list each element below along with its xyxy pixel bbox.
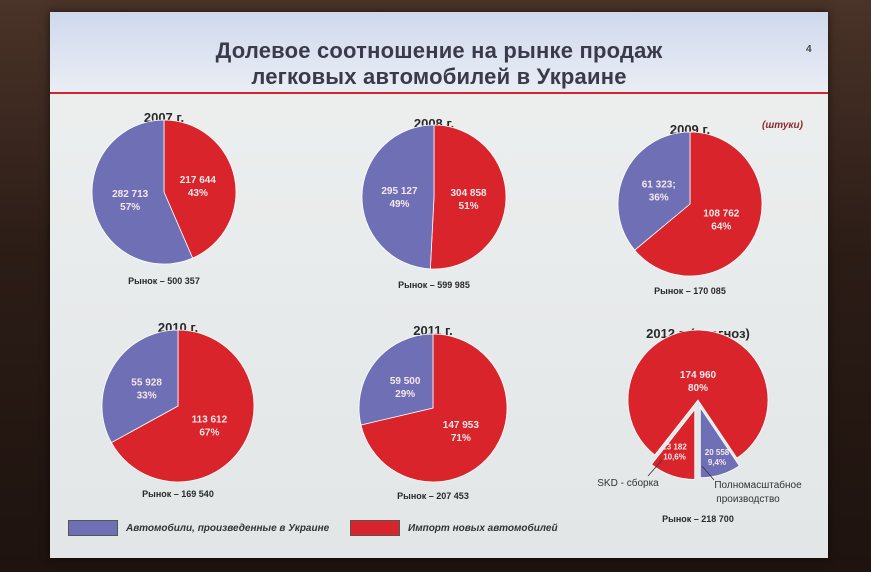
pie-3-label-domestic-value: 55 928 xyxy=(131,377,162,388)
pie-0-slice-domestic xyxy=(91,119,194,265)
legend-item-import: Импорт новых автомобилей xyxy=(350,520,558,536)
pie-0-label-import-value: 217 644 xyxy=(180,175,217,186)
legend-swatch-domestic xyxy=(68,520,118,536)
slide-title-line-2: легковых автомобилей в Украине xyxy=(251,64,627,89)
pie-1-label-domestic-percent: 49% xyxy=(389,199,409,210)
slide-header: Долевое соотношение на рынке продаж легк… xyxy=(50,12,828,92)
pie-2-label-domestic-percent: 36% xyxy=(649,192,669,203)
pie-0-label-domestic-percent: 57% xyxy=(120,202,140,213)
callout-line-skd xyxy=(647,459,663,477)
pie-0-label-import-percent: 43% xyxy=(188,188,208,199)
page-number: 4 xyxy=(806,44,812,55)
legend-label-domestic: Автомобили, произведенные в Украине xyxy=(126,522,330,534)
callout-full-line2: производство xyxy=(716,494,780,505)
pie-5-label-import-percent: 80% xyxy=(688,383,708,394)
pie-4-slice-import xyxy=(360,333,508,483)
pie-4-label-import-value: 147 953 xyxy=(443,420,480,431)
pie-4-label-import-percent: 71% xyxy=(451,433,471,444)
legend-item-domestic: Автомобили, произведенные в Украине xyxy=(68,520,329,536)
pie-0-label-domestic-value: 282 713 xyxy=(112,189,149,200)
pie-5-market-total: Рынок – 218 700 xyxy=(662,514,734,524)
pie-3-label-domestic-percent: 33% xyxy=(137,390,157,401)
pie-1-label-domestic-value: 295 127 xyxy=(381,186,418,197)
slide-title-line-1: Долевое соотношение на рынке продаж xyxy=(215,38,663,63)
pie-5-slice-skd xyxy=(650,408,696,480)
pie-1-label-import-value: 304 858 xyxy=(450,188,487,199)
legend-swatch-import xyxy=(350,520,400,536)
pie-2-label-domestic-value: 61 323; xyxy=(642,179,676,190)
pie-3-label-import-value: 113 612 xyxy=(192,415,228,426)
legend-label-import: Импорт новых автомобилей xyxy=(408,522,558,534)
pie-2-slice-import xyxy=(634,131,763,277)
callout-skd: SKD - сборка xyxy=(597,477,659,489)
pie-4-label-domestic-percent: 29% xyxy=(395,389,415,400)
pie-2-label-import-percent: 64% xyxy=(711,222,731,233)
pie-2-label-import-value: 108 762 xyxy=(703,209,740,220)
pie-1-market-total: Рынок – 599 985 xyxy=(398,280,470,290)
callout-line-full xyxy=(701,465,715,481)
pie-5-label-full-percent: 9,4% xyxy=(708,458,726,467)
pie-0-market-total: Рынок – 500 357 xyxy=(128,276,200,286)
callout-full-line1: Полномасштабное xyxy=(714,479,802,491)
pie-4-market-total: Рынок – 207 453 xyxy=(397,491,469,501)
projector-screen: Долевое соотношение на рынке продаж легк… xyxy=(50,12,828,558)
pie-0-slice-import xyxy=(163,119,237,259)
pie-3-slice-import xyxy=(110,329,255,483)
pie-4-label-domestic-value: 59 500 xyxy=(390,376,421,387)
pie-5-label-skd-value: 23 182 xyxy=(662,442,687,451)
pie-5-label-skd-percent: 10,6% xyxy=(663,452,686,461)
pie-5-label-import-value: 174 960 xyxy=(680,370,717,381)
pie-1-slice-import xyxy=(429,124,507,270)
pie-1-slice-domestic xyxy=(361,124,435,270)
header-divider xyxy=(50,92,828,94)
pie-2-market-total: Рынок – 170 085 xyxy=(654,286,726,296)
pie-5-slice-import xyxy=(627,329,769,459)
pie-3-label-import-percent: 67% xyxy=(199,428,219,439)
units-label: (штуки) xyxy=(762,120,803,131)
pie-5-label-full-value: 20 558 xyxy=(705,448,730,457)
pie-1-label-import-percent: 51% xyxy=(459,201,479,212)
pie-4-slice-domestic xyxy=(358,333,434,426)
pie-2-slice-domestic xyxy=(617,131,691,251)
pie-3-slice-domestic xyxy=(101,329,179,444)
pie-3-market-total: Рынок – 169 540 xyxy=(142,489,214,499)
pie-5-slice-full-production xyxy=(699,406,740,479)
